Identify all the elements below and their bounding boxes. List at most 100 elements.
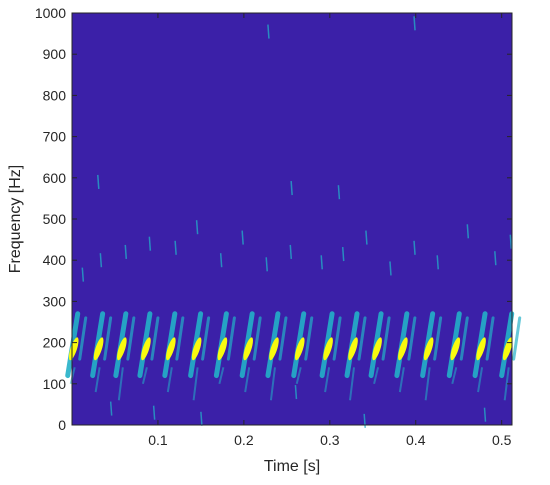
plot-background [72,13,512,425]
ridge-streak [117,367,124,401]
ridge-core [141,337,151,361]
ridge-harmonic [150,316,160,361]
ridge-core [117,337,127,361]
ridge-core [191,337,202,361]
ridge-core [294,337,305,361]
ridge-streak [295,367,302,385]
y-tick-label: 600 [43,170,67,186]
spectral-ridge-layer [65,311,522,401]
ridge-core [398,337,408,361]
sparse-streak [174,240,177,255]
y-tick-label: 300 [43,293,67,309]
ridge-pulse [446,311,469,385]
ridge-pulse [90,311,113,393]
ridge-harmonic [512,316,522,361]
ridge-pulse [188,311,211,401]
sparse-streak [365,230,368,245]
sparse-streak [109,401,113,416]
ridge-pulse [472,311,495,393]
ridge-pulse [368,311,391,385]
ridge-core [243,337,253,361]
ridge-streak [166,367,173,393]
x-tick-label: 0.3 [320,432,340,448]
ridge-harmonic [459,316,469,361]
ridge-harmonic [332,316,342,361]
ridge-streak [398,367,405,393]
ridge-core [269,337,279,361]
x-axis-ticks: 0.1 0.2 0.3 0.4 0.5 [148,13,512,448]
ridge-harmonic [381,316,391,361]
ridge-harmonic [304,316,314,361]
sparse-streak [509,234,513,249]
ridge-pulse [113,311,136,401]
sparse-streak [81,267,85,282]
ridge-streak [69,367,76,385]
ridge-pulse [394,311,417,393]
ridge-harmonic [252,316,262,361]
y-tick-label: 100 [43,376,67,392]
ridge-harmonic [78,316,88,361]
ridge-core [93,337,104,361]
ridge-harmonic [407,316,417,361]
y-tick-label: 400 [43,252,67,268]
sparse-energy-layer [81,16,513,428]
ridge-core [348,337,358,361]
ridge-harmonic [103,316,113,361]
ridge-core [372,337,382,361]
ridge-pulse [319,311,342,393]
ridge-pulse [420,311,443,401]
ridge-core [476,337,486,361]
ridge-core [166,337,176,361]
y-axis-ticks: 0 100 200 300 400 500 600 700 800 900 1000 [35,5,512,433]
sparse-streak [320,255,323,270]
y-tick-label: 700 [43,129,67,145]
y-tick-label: 0 [58,417,66,433]
sparse-streak [99,253,103,268]
sparse-streak [265,257,268,272]
ridge-harmonic [433,316,443,361]
ridge-streak [451,367,458,385]
ridge-core [217,337,228,361]
sparse-streak [148,236,152,251]
ridge-streak [477,367,484,393]
ridge-streak [141,367,148,385]
sparse-streak [337,185,341,200]
ridge-harmonic [485,316,495,361]
ridge-pulse [162,311,185,393]
y-tick-label: 500 [43,211,67,227]
sparse-streak [483,407,487,422]
y-axis-label: Frequency [Hz] [7,165,24,273]
ridge-streak [503,367,510,401]
sparse-streak [413,16,416,31]
ridge-streak [244,367,251,393]
sparse-streak [290,181,293,196]
sparse-streak [389,261,392,276]
y-tick-label: 200 [43,335,67,351]
ridge-pulse [213,311,236,385]
x-tick-label: 0.4 [406,432,426,448]
ridge-harmonic [175,316,185,361]
y-tick-label: 900 [43,46,67,62]
sparse-streak [124,244,128,260]
sparse-streak [97,174,100,189]
x-tick-label: 0.1 [148,432,168,448]
y-tick-label: 800 [43,87,67,103]
sparse-streak [200,411,203,426]
ridge-pulse [239,311,262,393]
ridge-pulse [265,311,288,401]
sparse-streak [289,244,293,260]
ridge-streak [349,367,356,401]
ridge-harmonic [226,316,236,361]
ridge-harmonic [357,316,367,361]
sparse-streak [494,251,497,266]
sparse-streak [341,246,345,262]
x-tick-label: 0.5 [492,432,512,448]
sparse-streak [219,253,223,268]
ridge-harmonic [201,316,211,361]
x-axis-label: Time [s] [264,458,320,475]
y-tick-label: 1000 [35,5,66,21]
ridge-streak [324,367,331,393]
ridge-streak [94,367,101,393]
